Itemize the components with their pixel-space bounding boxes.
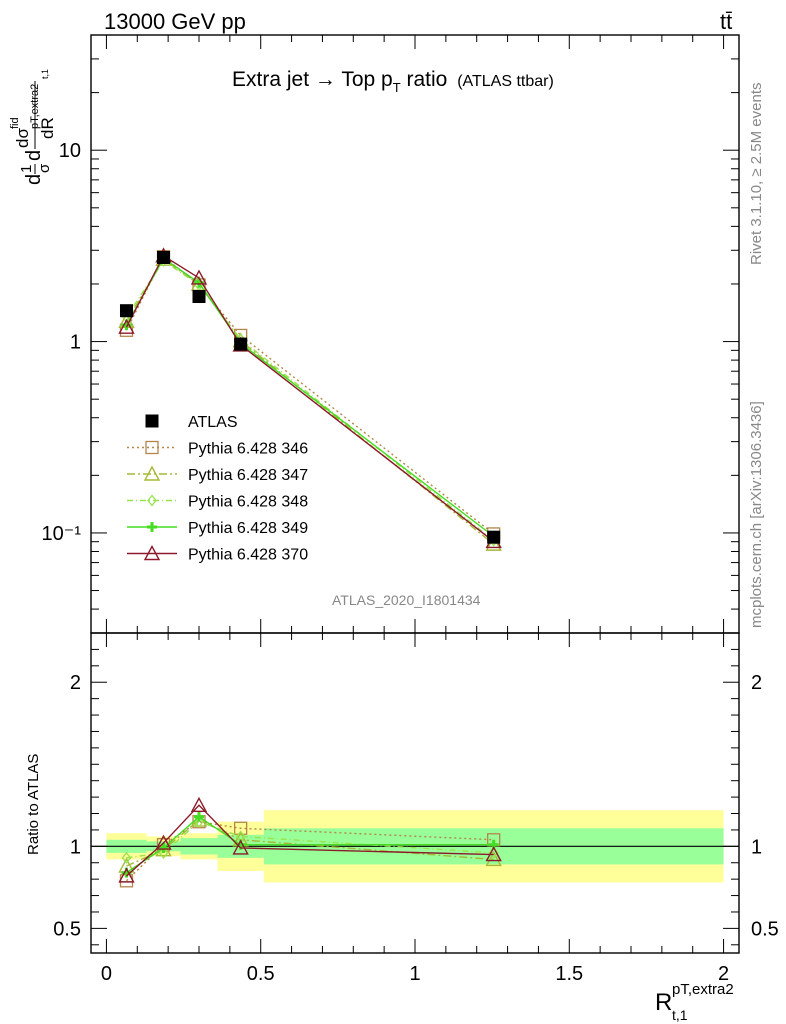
legend-marker: [143, 465, 161, 481]
x-axis-label-sub: t,1: [672, 1007, 688, 1023]
legend-label: Pythia 6.428 346: [188, 441, 308, 458]
main-y-axis-label: d 1 σ d dσ fid pT,extra2 t,1 dR: [9, 69, 57, 185]
svg-text:dσ: dσ: [13, 128, 32, 148]
svg-text:t,1: t,1: [40, 69, 50, 79]
main-series-line: [125, 255, 495, 535]
main-series-line: [125, 254, 495, 543]
atlas-data-point: [157, 251, 171, 265]
plot-title-main: Extra jet → Top p: [232, 68, 393, 91]
y-tick-label-ratio-right: 0.5: [751, 918, 779, 940]
y-tick-label-main: 10: [59, 140, 81, 162]
plot-title-tail: ratio: [401, 68, 448, 91]
rivet-info-text: Rivet 3.1.10, ≥ 2.5M events: [748, 83, 765, 266]
plot-title-subscript: T: [393, 80, 401, 95]
ratio-series-point: [121, 851, 132, 864]
svg-text:d: d: [23, 174, 45, 185]
legend-marker: [143, 545, 161, 561]
ratio-series-line: [125, 820, 494, 882]
y-tick-label-ratio: 1: [70, 836, 81, 858]
legend-label: ATLAS: [188, 414, 238, 431]
atlas-data-point: [119, 304, 133, 318]
legend-marker: [145, 440, 159, 455]
legend: ATLAS Pythia 6.428 346 Pythia 6.428 347 Pyt…: [127, 414, 308, 564]
ratio-series-point: [155, 834, 172, 850]
svg-text:fid: fid: [9, 117, 21, 129]
process-label: tt̄: [720, 9, 732, 34]
ratio-series-point: [485, 850, 502, 867]
ratio-series-point: [190, 796, 208, 813]
energy-label: 13000 GeV pp: [104, 9, 246, 34]
svg-text:1: 1: [18, 165, 35, 173]
ratio-y-axis-label: Ratio to ATLAS: [25, 754, 42, 855]
main-frame: [90, 34, 740, 634]
ratio-series-point: [158, 846, 169, 859]
x-tick-label: 0.5: [247, 963, 275, 985]
legend-marker: [147, 522, 157, 532]
atlas-data-point: [192, 290, 206, 304]
ratio-panel: 0 0.5 1 1.5 2 0.5 0.5 1 1 2 2: [53, 632, 779, 985]
x-axis-label: R pT,extra2 t,1: [655, 981, 734, 1023]
x-axis-label-main: R: [655, 989, 672, 1016]
legend-label: Pythia 6.428 349: [188, 520, 308, 537]
y-tick-label-main: 10⁻¹: [42, 523, 82, 545]
x-tick-label: 1: [409, 963, 420, 985]
plot-title-small: (ATLAS ttbar): [457, 73, 554, 90]
y-tick-label-ratio-right: 2: [751, 672, 762, 694]
y-tick-label-ratio: 0.5: [53, 918, 81, 940]
y-tick-label-ratio: 2: [70, 672, 81, 694]
ratio-frame: [90, 632, 740, 954]
legend-label: Pythia 6.428 348: [188, 494, 308, 511]
ratio-series-point: [118, 867, 135, 883]
analysis-tag: ATLAS_2020_I1801434: [332, 592, 481, 608]
x-axis-label-sup: pT,extra2: [672, 981, 734, 998]
ratio-series-line: [126, 820, 494, 859]
x-tick-label: 2: [718, 963, 729, 985]
main-series-line: [125, 258, 495, 545]
ratio-series-line: [126, 804, 494, 877]
main-series-point: [190, 269, 208, 285]
ratio-series-point: [194, 811, 204, 822]
ratio-series-point: [158, 842, 169, 853]
ratio-series-point: [232, 839, 249, 855]
y-tick-label-ratio-right: 1: [751, 836, 762, 858]
svg-text:d: d: [23, 150, 45, 161]
legend-label: Pythia 6.428 347: [188, 467, 308, 484]
atlas-data-point: [487, 530, 501, 544]
ratio-series-point: [234, 821, 248, 835]
y-tick-label-main: 1: [70, 332, 81, 354]
plot-title: Extra jet → Top pT ratio (ATLAS ttbar): [232, 68, 554, 95]
main-series-point: [118, 318, 135, 334]
svg-text:dR: dR: [38, 117, 57, 139]
mcplots-reference-text: mcplots.cern.ch [arXiv:1306.3436]: [748, 401, 765, 628]
x-tick-label: 1.5: [555, 963, 583, 985]
main-panel: 10⁻¹ 1 10: [42, 34, 740, 634]
legend-label: Pythia 6.428 370: [188, 547, 308, 564]
x-tick-label: 0: [101, 963, 112, 985]
atlas-data-point: [234, 337, 248, 351]
legend-marker: [145, 414, 159, 428]
svg-text:σ: σ: [36, 163, 53, 173]
ratio-series-point: [485, 846, 502, 862]
legend-marker: [147, 494, 157, 507]
